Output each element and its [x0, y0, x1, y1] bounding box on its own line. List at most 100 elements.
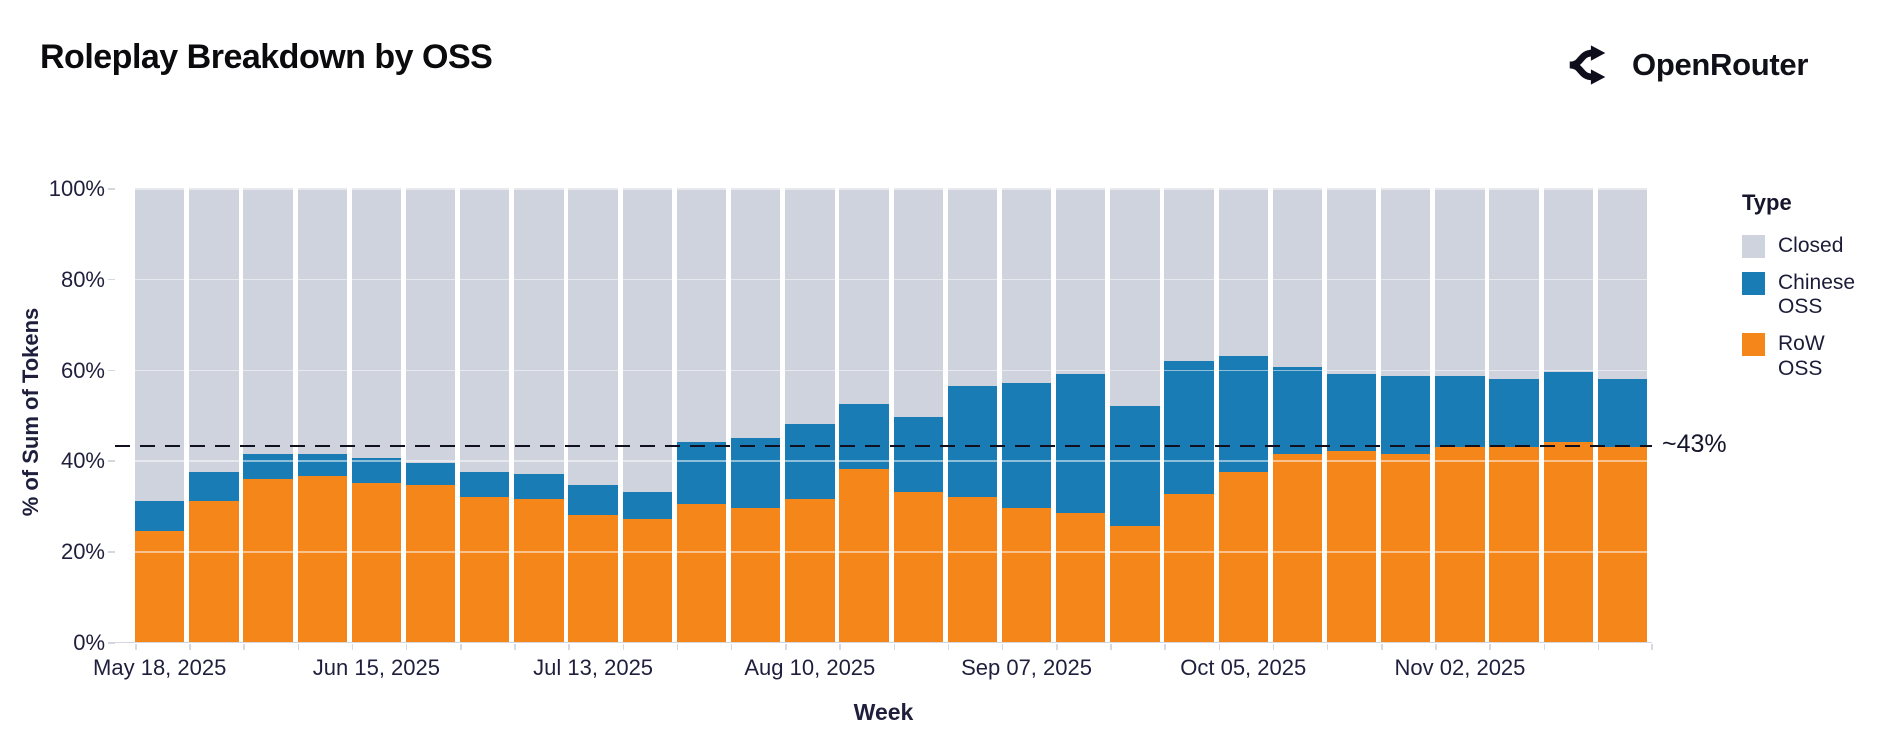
x-tick-mark: [1435, 644, 1437, 650]
bar-segment-chinese-oss: [1056, 374, 1106, 513]
bar-segment-closed: [135, 188, 185, 502]
bar-segment-row-oss: [1489, 446, 1539, 642]
legend-item-chinese-oss: Chinese OSS: [1742, 271, 1878, 319]
x-tick-mark: [405, 644, 408, 650]
bar-segment-chinese-oss: [135, 501, 185, 531]
bar-segment-closed: [622, 188, 672, 493]
x-tick-mark: [1489, 644, 1491, 650]
bar-segment-chinese-oss: [1489, 378, 1539, 447]
bar-segment-row-oss: [1381, 453, 1431, 642]
bar-column-oct-12-2025: [1272, 188, 1323, 642]
legend-title: Type: [1742, 190, 1792, 215]
x-tick-mark: [514, 644, 516, 650]
x-tick-mark: [622, 644, 625, 650]
bar-column-jul-06-2025: [514, 188, 564, 642]
x-tick-mark: [676, 644, 679, 650]
bar-segment-closed: [514, 188, 564, 475]
x-tick-mark: [351, 644, 354, 650]
y-tick-mark: [108, 278, 115, 281]
x-tick-mark: [568, 644, 570, 650]
bar-segment-closed: [1326, 188, 1377, 375]
bar-segment-row-oss: [243, 478, 293, 642]
bar-segment-row-oss: [676, 503, 727, 642]
bar-segment-chinese-oss: [1597, 378, 1648, 447]
legend-label: Chinese OSS: [1778, 271, 1856, 319]
x-tick-label: Oct 05, 2025: [1180, 655, 1307, 680]
bar-segment-closed: [1489, 188, 1539, 379]
y-tick-label: 20%: [60, 539, 105, 565]
bar-segment-row-oss: [730, 508, 781, 642]
legend-label: RoW OSS: [1778, 332, 1825, 380]
x-tick-label: Jul 13, 2025: [533, 655, 654, 680]
bar-segment-chinese-oss: [460, 471, 510, 497]
x-axis-title: Week: [853, 699, 914, 725]
reference-line-label: ~43%: [1662, 429, 1727, 458]
y-tick-label: 100%: [48, 176, 105, 201]
y-tick-mark: [108, 188, 115, 190]
gridline: [115, 460, 1652, 462]
bar-segment-closed: [243, 188, 293, 454]
bar-segment-closed: [1381, 188, 1431, 377]
x-tick-mark: [297, 644, 300, 650]
bar-column-nov-02-2025: [1435, 188, 1485, 642]
bar-segment-row-oss: [1326, 451, 1377, 642]
x-tick-mark: [839, 644, 841, 650]
bar-column-aug-17-2025: [839, 188, 889, 642]
bar-segment-chinese-oss: [243, 453, 293, 479]
bar-segment-closed: [893, 188, 943, 418]
bar-segment-row-oss: [622, 519, 672, 642]
bar-column-may-18-2025: [135, 188, 185, 642]
bar-segment-row-oss: [1435, 446, 1485, 642]
y-tick-mark: [108, 551, 115, 553]
y-tick-label: 0%: [73, 630, 105, 655]
bar-segment-chinese-oss: [1381, 376, 1431, 454]
bar-segment-closed: [1218, 188, 1268, 356]
bar-segment-closed: [839, 188, 889, 404]
bar-column-nov-09-2025: [1489, 188, 1539, 642]
x-tick-mark: [460, 644, 462, 650]
page-title: Roleplay Breakdown by OSS: [40, 38, 493, 76]
bar-column-jun-15-2025: [351, 188, 402, 642]
bar-segment-row-oss: [1110, 526, 1160, 642]
bar-segment-closed: [460, 188, 510, 472]
bar-segment-row-oss: [405, 485, 456, 642]
brand-logo: OpenRouter: [1566, 42, 1808, 88]
bar-segment-row-oss: [785, 499, 835, 642]
bar-segment-closed: [297, 188, 347, 454]
bar-segment-closed: [351, 188, 402, 459]
bar-column-nov-16-2025: [1543, 188, 1594, 642]
bar-segment-closed: [1001, 188, 1052, 384]
legend-items: Closed Chinese OSS RoW OSS: [1742, 234, 1878, 381]
bar-segment-row-oss: [1001, 508, 1052, 642]
bar-column-sep-28-2025: [1164, 188, 1214, 642]
x-tick-mark: [1597, 644, 1600, 650]
bar-segment-row-oss: [135, 530, 185, 642]
x-tick-mark: [135, 644, 137, 650]
bar-segment-closed: [947, 188, 998, 386]
bar-segment-closed: [1110, 188, 1160, 406]
x-tick-label: Nov 02, 2025: [1394, 655, 1526, 680]
bar-segment-row-oss: [568, 514, 618, 642]
bar-segment-row-oss: [189, 501, 239, 642]
bar-segment-chinese-oss: [1326, 374, 1377, 452]
bar-segment-chinese-oss: [514, 474, 564, 499]
bar-segment-closed: [1272, 188, 1323, 368]
bar-column-jun-29-2025: [460, 188, 510, 642]
bar-segment-chinese-oss: [1543, 371, 1594, 443]
brand-name: OpenRouter: [1632, 47, 1809, 82]
x-tick-label: May 18, 2025: [93, 655, 227, 680]
bar-segment-row-oss: [947, 496, 998, 642]
bar-segment-chinese-oss: [568, 485, 618, 515]
bar-segment-closed: [1435, 188, 1485, 377]
bar-segment-row-oss: [839, 469, 889, 642]
gridline: [115, 551, 1652, 553]
x-tick-mark: [1272, 644, 1275, 650]
bar-column-oct-26-2025: [1381, 188, 1431, 642]
bar-segment-chinese-oss: [1272, 367, 1323, 454]
bar-segment-chinese-oss: [1164, 360, 1214, 495]
bar-segment-row-oss: [893, 492, 943, 642]
openrouter-logo-icon: [1569, 45, 1606, 85]
x-tick-mark: [947, 644, 950, 650]
bar-segment-closed: [1056, 188, 1106, 375]
